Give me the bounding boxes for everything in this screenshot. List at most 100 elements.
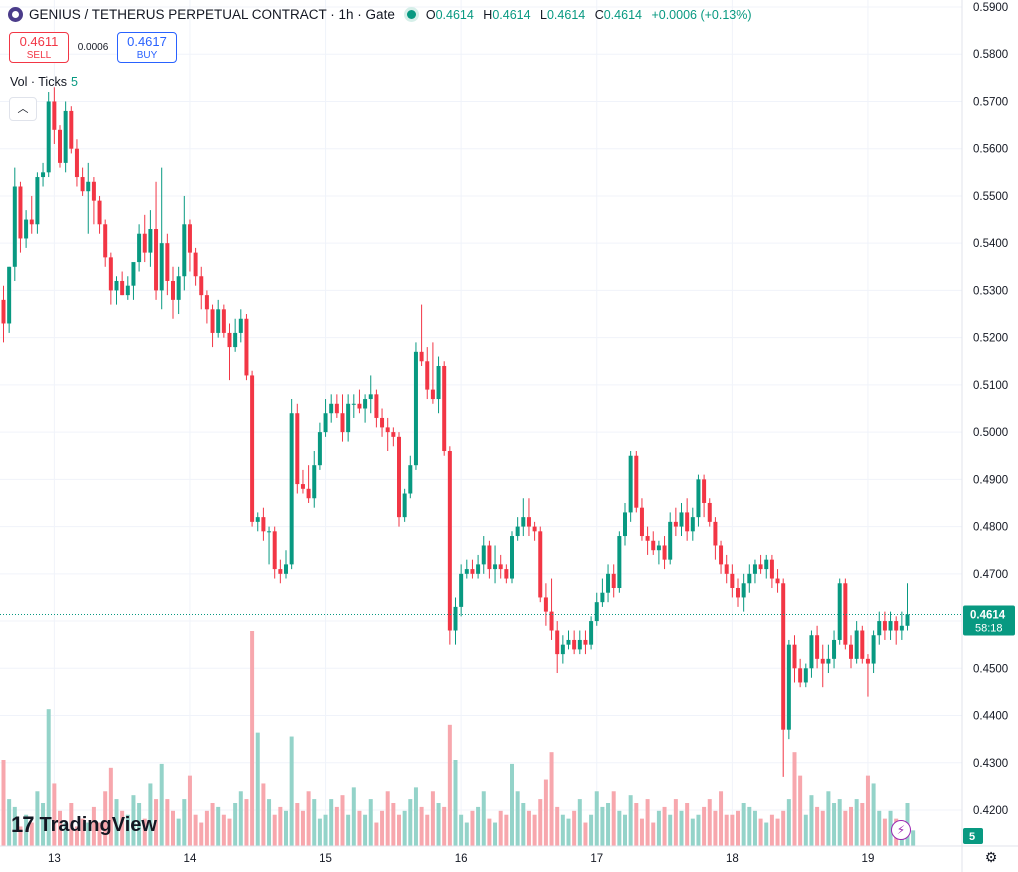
y-tick-label: 0.5500 [973, 191, 1008, 203]
volume-bar [46, 709, 51, 846]
volume-bar [385, 791, 390, 846]
candle-body [899, 625, 904, 631]
candle-body [306, 488, 311, 499]
volume-bar [391, 803, 396, 846]
candle-body [69, 110, 74, 149]
candle-body [555, 630, 560, 655]
chevron-up-icon[interactable]: ︿ [9, 97, 37, 121]
candle-body [171, 280, 175, 300]
volume-bar [402, 810, 407, 846]
candle-body [35, 177, 40, 225]
lightning-icon[interactable]: ⚡ [891, 820, 911, 840]
coin-logo-icon [8, 7, 23, 22]
candle-body [148, 229, 153, 253]
volume-bar [250, 631, 255, 846]
volume-bar [74, 826, 79, 846]
volume-bar [487, 818, 492, 846]
candle-body [413, 351, 418, 466]
buy-button[interactable]: 0.4617 BUY [117, 32, 177, 63]
candle-body [572, 639, 577, 650]
candle-body [120, 280, 125, 296]
candle-body [193, 252, 198, 277]
candle-body [402, 493, 407, 518]
volume-bar [374, 822, 379, 846]
sell-button[interactable]: 0.4611 SELL [9, 32, 69, 63]
candle-body [854, 630, 859, 659]
candle-body [538, 531, 543, 598]
candle-body [809, 635, 814, 669]
volume-bar [199, 822, 204, 846]
volume-bar [481, 791, 486, 846]
market-status-icon[interactable] [406, 10, 416, 19]
candle-body [882, 621, 887, 631]
volume-bar [713, 810, 718, 846]
volume-bar [86, 822, 91, 846]
volume-bar [775, 818, 780, 846]
candle-body [617, 536, 622, 588]
volume-bar [673, 799, 678, 846]
volume-bar [210, 803, 215, 846]
volume-bar [323, 814, 328, 846]
candle-body [272, 531, 277, 570]
volume-bar [594, 791, 599, 846]
candle-body [18, 186, 23, 239]
candle-body [295, 413, 300, 485]
candle-body [685, 512, 690, 532]
x-tick-label: 19 [862, 853, 875, 865]
settings-gear-icon[interactable]: ⚙ [984, 849, 998, 865]
candle-body [464, 569, 469, 574]
candle-body [80, 177, 85, 192]
candle-body [515, 526, 520, 537]
volume-bar [577, 799, 582, 846]
volume-bar [24, 814, 29, 846]
volume-bar [436, 803, 441, 846]
y-tick-label: 0.5200 [973, 333, 1008, 345]
volume-bar [464, 822, 469, 846]
candle-body [724, 564, 729, 574]
candle-body [346, 403, 351, 433]
candle-body [769, 559, 774, 579]
candle-body [74, 148, 79, 178]
candle-body [583, 639, 588, 645]
chart-header: GENIUS / TETHERUS PERPETUAL CONTRACT · 1… [8, 7, 752, 22]
volume-bar [148, 783, 153, 846]
volume-bar [707, 799, 712, 846]
volume-bar [769, 814, 774, 846]
candle-body [340, 413, 345, 433]
candle-body [645, 536, 650, 541]
candle-body [798, 668, 803, 683]
y-tick-label: 0.4500 [973, 663, 1008, 675]
candle-body [12, 186, 17, 267]
symbol-title[interactable]: GENIUS / TETHERUS PERPETUAL CONTRACT · 1… [29, 7, 395, 22]
candle-body [470, 569, 475, 574]
candle-body [137, 233, 142, 263]
candle-body [611, 573, 616, 588]
y-tick-label: 0.5400 [973, 238, 1008, 250]
volume-bar [419, 806, 424, 846]
volume-bar [165, 799, 170, 846]
candle-body [481, 545, 486, 565]
candle-body [476, 564, 481, 574]
candle-body [849, 644, 853, 659]
candle-body [317, 432, 322, 466]
volume-bar [617, 810, 622, 846]
candle-body [329, 403, 334, 414]
candle-body [1, 299, 6, 324]
volume-bar [543, 779, 548, 846]
candle-body [284, 564, 288, 574]
candle-body [905, 614, 910, 626]
volume-bar [809, 795, 814, 846]
volume-legend[interactable]: Vol · Ticks 5 [10, 75, 78, 89]
candle-body [114, 280, 119, 291]
candle-body [187, 224, 192, 253]
volume-bar [261, 783, 266, 846]
volume-bar [877, 810, 882, 846]
volume-bar [408, 799, 413, 846]
candle-body [594, 602, 599, 622]
candle-body [877, 621, 882, 636]
tradingview-logo[interactable]: 17 TradingView [11, 812, 157, 837]
volume-bar [639, 818, 644, 846]
volume-bar [238, 791, 243, 846]
volume-bar [803, 814, 808, 846]
